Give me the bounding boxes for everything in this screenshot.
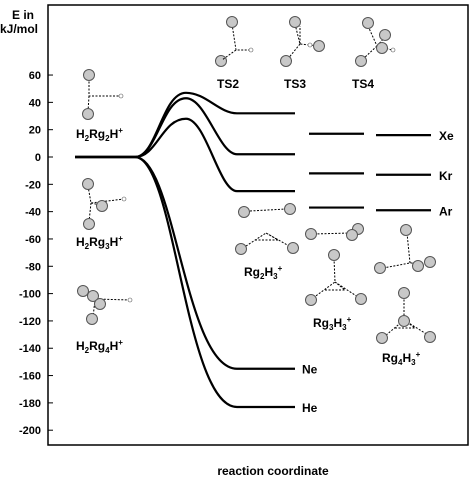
y-tick-label: -80 xyxy=(25,261,41,273)
y-tick-label: -160 xyxy=(19,371,41,383)
y-axis-label-line1: E in xyxy=(12,8,34,22)
ts2-label: TS2 xyxy=(217,77,239,91)
curve-label: Ne xyxy=(302,363,318,377)
energy-curve xyxy=(75,91,295,159)
rg3h3-linear-molecule-icon xyxy=(305,223,364,241)
y-tick-label: -40 xyxy=(25,207,41,219)
y-tick-label: -60 xyxy=(25,234,41,246)
h2rg3h-molecule-icon xyxy=(82,178,127,230)
level-label: Kr xyxy=(439,169,453,183)
rg4h3-linear-molecule-icon xyxy=(374,224,436,274)
rg3h3-label: Rg3H3+ xyxy=(313,315,352,332)
y-tick-label: -20 xyxy=(25,179,41,191)
y-tick-label: 60 xyxy=(29,70,41,82)
h2rg2h-label: H2Rg2H+ xyxy=(76,126,123,143)
ts4-molecule-icon xyxy=(355,17,396,67)
y-tick-label: 40 xyxy=(29,97,41,109)
energy-curve xyxy=(75,155,295,370)
h2rg2h-molecule-icon xyxy=(82,69,124,120)
rg2h3-label: Rg2H3+ xyxy=(244,264,283,281)
rg4h3-triangle-molecule-icon xyxy=(376,287,436,344)
energy-curves: Ne He xyxy=(75,91,318,415)
energy-levels: Xe Kr Ar xyxy=(309,129,454,218)
y-tick-label: -120 xyxy=(19,316,41,328)
ts4-label: TS4 xyxy=(352,77,374,91)
y-axis: 60 40 20 0 -20 -40 -60 -80 -100 -120 -140 -160 -180 -… xyxy=(19,70,53,437)
y-tick-label: -100 xyxy=(19,289,41,301)
energy-curve xyxy=(75,155,295,409)
level-label: Ar xyxy=(439,204,453,218)
y-tick-label: 0 xyxy=(35,152,41,164)
energy-curve xyxy=(75,117,295,193)
h2rg3h-label: H2Rg3H+ xyxy=(76,234,123,251)
rg4h3-label: Rg4H3+ xyxy=(382,350,421,367)
x-axis-label: reaction coordinate xyxy=(217,464,329,478)
curve-label: He xyxy=(302,401,318,415)
level-label: Xe xyxy=(439,129,454,143)
plot-frame xyxy=(47,4,469,446)
y-axis-label-line2: kJ/mol xyxy=(0,22,38,36)
rg2h3-triangle-molecule-icon xyxy=(235,232,299,255)
h2rg4h-molecule-icon xyxy=(77,285,133,325)
ts2-molecule-icon xyxy=(215,16,254,67)
y-tick-label: -140 xyxy=(19,343,41,355)
ts3-molecule-icon xyxy=(280,16,325,67)
y-tick-label: -180 xyxy=(19,398,41,410)
energy-curve xyxy=(75,97,295,159)
rg3h3-triangle-molecule-icon xyxy=(305,249,367,306)
ts3-label: TS3 xyxy=(284,77,306,91)
y-tick-label: 20 xyxy=(29,125,41,137)
rg2h3-linear-molecule-icon xyxy=(238,203,296,218)
y-tick-label: -200 xyxy=(19,425,41,437)
h2rg4h-label: H2Rg4H+ xyxy=(76,338,123,355)
